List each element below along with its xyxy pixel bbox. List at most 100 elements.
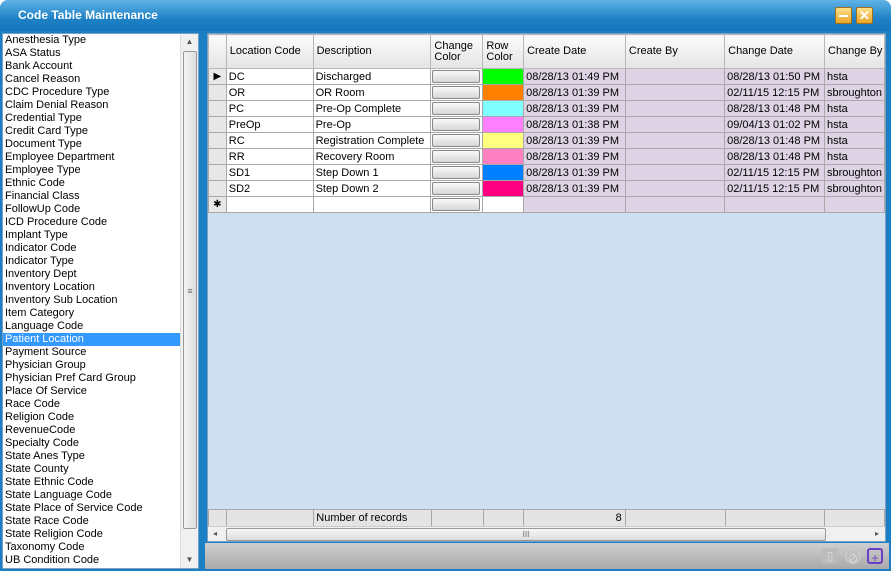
change-color-cell[interactable]: [430, 148, 484, 165]
list-item[interactable]: Implant Type: [5, 229, 68, 241]
list-item[interactable]: Bank Account: [5, 60, 73, 72]
cell-create-date[interactable]: 08/28/13 01:39 PM: [523, 84, 626, 101]
cell-change-date[interactable]: 09/04/13 01:02 PM: [724, 116, 825, 133]
new-row-cell[interactable]: [225, 196, 314, 213]
column-header[interactable]: Create Date: [523, 34, 626, 69]
row-color-swatch[interactable]: [482, 148, 525, 165]
list-item[interactable]: Credit Card Type: [5, 125, 88, 137]
list-item[interactable]: Credential Type: [5, 112, 82, 124]
change-color-button[interactable]: [432, 182, 481, 195]
code-table-list[interactable]: Anesthesia Type ASA Status Bank Account Can…: [2, 33, 199, 569]
cell-create-by[interactable]: [624, 180, 726, 197]
list-item[interactable]: Taxonomy Code: [5, 541, 85, 553]
cell-change-by[interactable]: sbroughton: [824, 180, 885, 197]
column-header[interactable]: Description: [312, 34, 432, 69]
cell-change-date[interactable]: 08/28/13 01:48 PM: [724, 148, 825, 165]
list-item[interactable]: Specialty Code: [5, 437, 79, 449]
column-header[interactable]: Create By: [624, 34, 726, 69]
list-item[interactable]: Employee Type: [5, 164, 81, 176]
row-header[interactable]: [208, 132, 227, 149]
list-item[interactable]: Anesthesia Type: [5, 34, 87, 46]
table-row[interactable]: SD1 Step Down 1 08/28/13 01:39 PM 02/11/15 …: [208, 164, 885, 181]
scroll-up-icon[interactable]: ▲: [185, 37, 194, 46]
list-item[interactable]: Payment Source: [5, 346, 87, 358]
table-row[interactable]: RC Registration Complete 08/28/13 01:39 PM…: [208, 132, 885, 149]
list-item[interactable]: State County: [5, 463, 69, 475]
new-row[interactable]: ✱: [208, 196, 885, 213]
list-item[interactable]: Language Code: [5, 320, 84, 332]
change-color-cell[interactable]: [430, 68, 484, 85]
new-row-cell[interactable]: [523, 196, 626, 213]
cell-change-by[interactable]: hsta: [824, 116, 885, 133]
horizontal-scroll-thumb[interactable]: III: [226, 528, 826, 541]
cell-description[interactable]: Discharged: [312, 68, 432, 85]
cell-create-by[interactable]: [624, 68, 726, 85]
row-header[interactable]: [208, 148, 227, 165]
list-item[interactable]: Indicator Type: [5, 255, 74, 267]
new-row-cell[interactable]: [724, 196, 825, 213]
cancel-icon[interactable]: ⊘: [845, 548, 861, 565]
cell-create-by[interactable]: [624, 116, 726, 133]
cell-code[interactable]: PC: [225, 100, 314, 117]
list-item[interactable]: State Place of Service Code: [5, 502, 143, 514]
change-color-cell[interactable]: [430, 164, 484, 181]
list-item[interactable]: State Race Code: [5, 515, 89, 527]
cell-create-date[interactable]: 08/28/13 01:49 PM: [523, 68, 626, 85]
add-record-icon[interactable]: +: [867, 548, 883, 565]
change-color-button[interactable]: [432, 134, 481, 147]
column-header[interactable]: Location Code: [225, 34, 314, 69]
cell-change-by[interactable]: hsta: [824, 68, 885, 85]
row-header[interactable]: [208, 84, 227, 101]
new-row-cell[interactable]: [824, 196, 885, 213]
list-item[interactable]: State Religion Code: [5, 528, 103, 540]
cell-change-date[interactable]: 08/28/13 01:48 PM: [724, 100, 825, 117]
change-color-cell[interactable]: [430, 84, 484, 101]
list-item[interactable]: ICD Procedure Code: [5, 216, 108, 228]
table-row[interactable]: SD2 Step Down 2 08/28/13 01:39 PM 02/11/15 …: [208, 180, 885, 197]
list-item[interactable]: State Language Code: [5, 489, 113, 501]
table-row[interactable]: ▶ DC Discharged 08/28/13 01:49 PM 08/28/13 0…: [208, 68, 885, 85]
list-item[interactable]: Claim Denial Reason: [5, 99, 109, 111]
table-row[interactable]: OR OR Room 08/28/13 01:39 PM 02/11/15 12:15…: [208, 84, 885, 101]
row-color-swatch[interactable]: [482, 116, 525, 133]
row-header[interactable]: [208, 180, 227, 197]
list-item[interactable]: ASA Status: [5, 47, 61, 59]
change-color-button[interactable]: [432, 118, 481, 131]
table-row[interactable]: PreOp Pre-Op 08/28/13 01:38 PM 09/04/13 01:…: [208, 116, 885, 133]
list-item[interactable]: Ethnic Code: [5, 177, 65, 189]
cell-description[interactable]: Pre-Op: [312, 116, 432, 133]
list-item[interactable]: Place Of Service: [5, 385, 87, 397]
cell-change-by[interactable]: sbroughton: [824, 164, 885, 181]
cell-change-by[interactable]: hsta: [824, 132, 885, 149]
list-item[interactable]: UB Condition Code: [5, 554, 100, 566]
cell-code[interactable]: SD1: [225, 164, 314, 181]
list-item[interactable]: Religion Code: [5, 411, 75, 423]
row-color-swatch[interactable]: [482, 100, 525, 117]
change-color-button[interactable]: [432, 70, 481, 83]
list-scroll-thumb[interactable]: ≡: [183, 51, 197, 529]
change-color-button[interactable]: [432, 166, 481, 179]
list-item[interactable]: Indicator Code: [5, 242, 77, 254]
list-item[interactable]: Inventory Dept: [5, 268, 77, 280]
list-item[interactable]: Inventory Location: [5, 281, 95, 293]
change-color-cell[interactable]: [430, 132, 484, 149]
list-item[interactable]: RevenueCode: [5, 424, 76, 436]
cell-code[interactable]: RR: [225, 148, 314, 165]
table-row[interactable]: PC Pre-Op Complete 08/28/13 01:39 PM 08/28/…: [208, 100, 885, 117]
scroll-right-icon[interactable]: ▸: [874, 529, 879, 538]
table-row[interactable]: RR Recovery Room 08/28/13 01:39 PM 08/28/13…: [208, 148, 885, 165]
list-item[interactable]: Cancel Reason: [5, 73, 81, 85]
cell-change-date[interactable]: 08/28/13 01:50 PM: [724, 68, 825, 85]
list-item[interactable]: Financial Class: [5, 190, 80, 202]
cell-description[interactable]: Registration Complete: [312, 132, 432, 149]
cell-create-date[interactable]: 08/28/13 01:39 PM: [523, 100, 626, 117]
cell-description[interactable]: Recovery Room: [312, 148, 432, 165]
delete-icon[interactable]: ▯: [822, 548, 838, 564]
row-color-swatch[interactable]: [482, 84, 525, 101]
minimize-icon[interactable]: [835, 7, 852, 24]
cell-change-by[interactable]: hsta: [824, 148, 885, 165]
list-item[interactable]: Physician Pref Card Group: [5, 372, 136, 384]
change-color-button[interactable]: [432, 198, 481, 211]
new-row-cell[interactable]: [482, 196, 525, 213]
list-item[interactable]: Race Code: [5, 398, 61, 410]
